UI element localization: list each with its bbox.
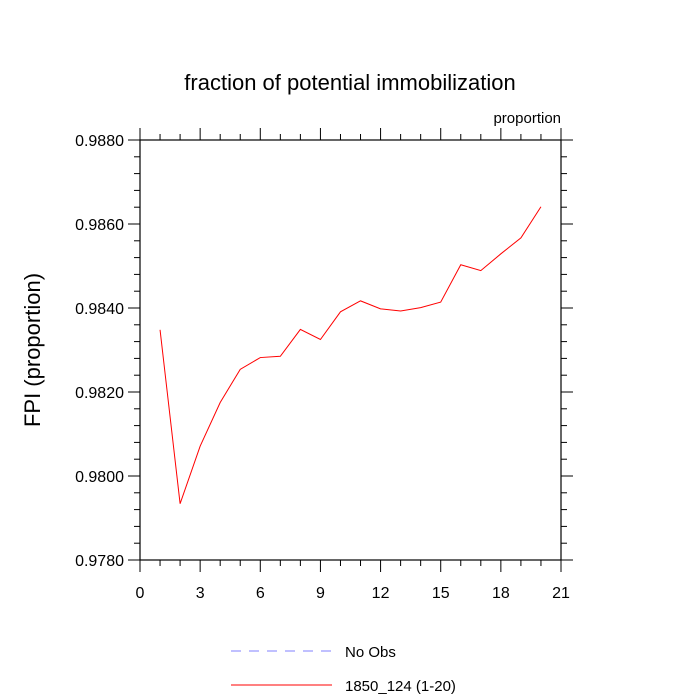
units-label: proportion	[493, 110, 561, 127]
y-tick-label: 0.9840	[75, 301, 124, 318]
x-tick-label: 3	[196, 585, 205, 602]
x-tick-label: 15	[432, 585, 450, 602]
plot-frame	[139, 139, 562, 561]
x-tick-label: 18	[492, 585, 510, 602]
y-tick-label: 0.9780	[75, 553, 124, 570]
legend-label-1850-124: 1850_124 (1-20)	[345, 678, 456, 695]
chart-title: fraction of potential immobilization	[184, 70, 515, 95]
y-tick-label: 0.9860	[75, 217, 124, 234]
x-tick-label: 12	[372, 585, 390, 602]
x-tick-label: 9	[316, 585, 325, 602]
y-tick-label: 0.9880	[75, 133, 124, 150]
series-layer	[159, 206, 542, 504]
x-tick-label: 0	[136, 585, 145, 602]
legend-label-no-obs: No Obs	[345, 644, 396, 661]
x-tick-label: 21	[552, 585, 570, 602]
x-tick-label: 6	[256, 585, 265, 602]
series-line-1	[159, 206, 542, 504]
y-tick-label: 0.9800	[75, 469, 124, 486]
y-axis-label: FPI (proportion)	[20, 273, 45, 427]
legend: No Obs 1850_124 (1-20)	[231, 644, 456, 695]
y-tick-label: 0.9820	[75, 385, 124, 402]
axes: 0 3 6 9 12 15 18 21 0.9780 0.9800 0.9820 0.9840 0.98…	[75, 128, 573, 602]
